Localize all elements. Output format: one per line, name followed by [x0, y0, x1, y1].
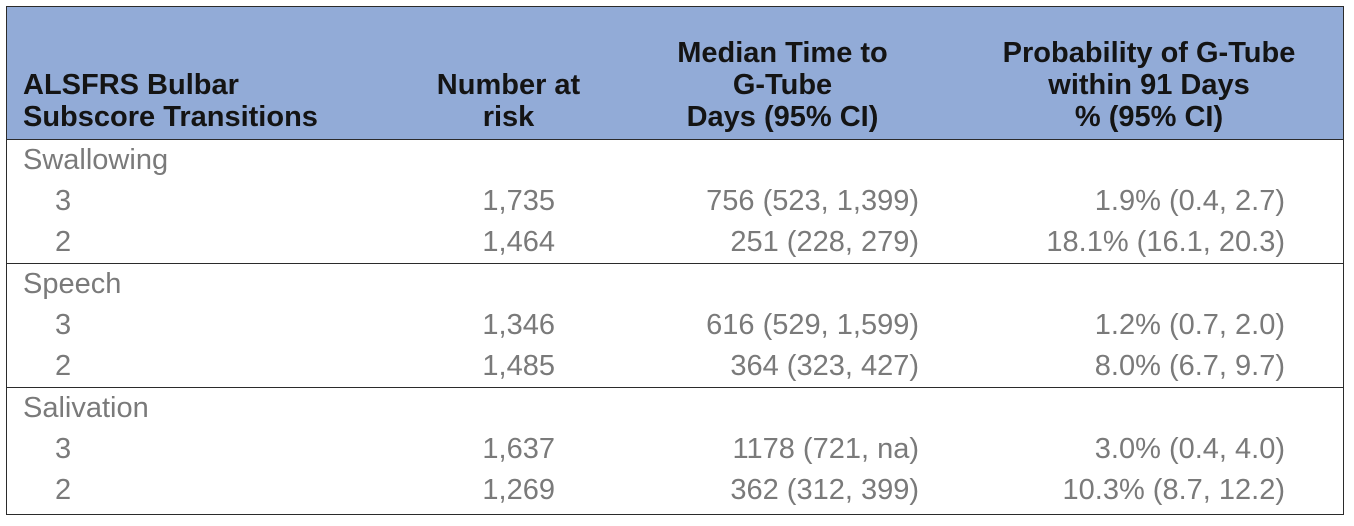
at-risk-cell: 1,346 [482, 309, 555, 341]
header-row: ALSFRS Bulbar Subscore Transitions Numbe… [7, 7, 1343, 140]
table-row: 2 1,269 362 (312, 399) 10.3% (8.7, 12.2) [7, 470, 1343, 511]
probability-cell: 1.9% (0.4, 2.7) [1094, 185, 1285, 217]
probability-cell: 18.1% (16.1, 20.3) [1046, 226, 1285, 258]
probability-cell: 10.3% (8.7, 12.2) [1062, 474, 1285, 506]
header-subscore-transitions: ALSFRS Bulbar Subscore Transitions [7, 7, 407, 140]
group-row-salivation: Salivation [7, 387, 1343, 429]
level-cell: 2 [55, 226, 72, 258]
group-label: Salivation [7, 387, 1343, 429]
level-cell: 2 [55, 350, 72, 382]
header-median-time: Median Time to G-Tube Days (95% CI) [610, 7, 955, 140]
at-risk-cell: 1,269 [482, 474, 555, 506]
table-row: 2 1,485 364 (323, 427) 8.0% (6.7, 9.7) [7, 346, 1343, 388]
header-number-at-risk: Number at risk [407, 7, 610, 140]
median-cell: 756 (523, 1,399) [706, 185, 919, 217]
table-body: Swallowing 3 1,735 756 (523, 1,399) 1.9%… [7, 140, 1343, 512]
header-subscore-line2: Subscore Transitions [23, 101, 318, 133]
level-cell: 2 [55, 474, 72, 506]
header-median-line1: Median Time to [677, 37, 888, 69]
median-cell: 251 (228, 279) [730, 226, 919, 258]
level-cell: 3 [55, 309, 72, 341]
median-cell: 616 (529, 1,599) [706, 309, 919, 341]
median-cell: 364 (323, 427) [730, 350, 919, 382]
header-median-line3: Days (95% CI) [686, 101, 879, 133]
probability-cell: 8.0% (6.7, 9.7) [1094, 350, 1285, 382]
header-risk-line1: Number at [436, 69, 581, 101]
group-row-speech: Speech [7, 263, 1343, 305]
header-prob-line1: Probability of G-Tube [1002, 37, 1296, 69]
header-prob-line3: % (95% CI) [1074, 101, 1224, 133]
at-risk-cell: 1,637 [482, 433, 555, 465]
gtube-table-container: ALSFRS Bulbar Subscore Transitions Numbe… [6, 6, 1344, 515]
header-subscore-line1: ALSFRS Bulbar [23, 69, 239, 101]
group-label: Speech [7, 263, 1343, 305]
gtube-transitions-table: ALSFRS Bulbar Subscore Transitions Numbe… [7, 7, 1343, 511]
probability-cell: 3.0% (0.4, 4.0) [1094, 433, 1285, 465]
group-label: Swallowing [23, 144, 169, 176]
at-risk-cell: 1,485 [482, 350, 555, 382]
median-cell: 1178 (721, na) [732, 433, 920, 465]
table-row: 3 1,637 1178 (721, na) 3.0% (0.4, 4.0) [7, 429, 1343, 470]
at-risk-cell: 1,735 [482, 185, 555, 217]
header-median-line2: G-Tube [732, 69, 833, 101]
level-cell: 3 [55, 433, 72, 465]
table-row: 3 1,735 756 (523, 1,399) 1.9% (0.4, 2.7) [7, 181, 1343, 222]
group-row-swallowing: Swallowing [7, 140, 1343, 182]
header-probability: Probability of G-Tube within 91 Days % (… [955, 7, 1343, 140]
level-cell: 3 [55, 185, 72, 217]
header-prob-line2: within 91 Days [1048, 69, 1250, 101]
header-risk-line2: risk [482, 101, 535, 133]
median-cell: 362 (312, 399) [730, 474, 919, 506]
at-risk-cell: 1,464 [482, 226, 555, 258]
table-row: 3 1,346 616 (529, 1,599) 1.2% (0.7, 2.0) [7, 305, 1343, 346]
table-header: ALSFRS Bulbar Subscore Transitions Numbe… [7, 7, 1343, 140]
probability-cell: 1.2% (0.7, 2.0) [1094, 309, 1285, 341]
table-row: 2 1,464 251 (228, 279) 18.1% (16.1, 20.3… [7, 222, 1343, 264]
